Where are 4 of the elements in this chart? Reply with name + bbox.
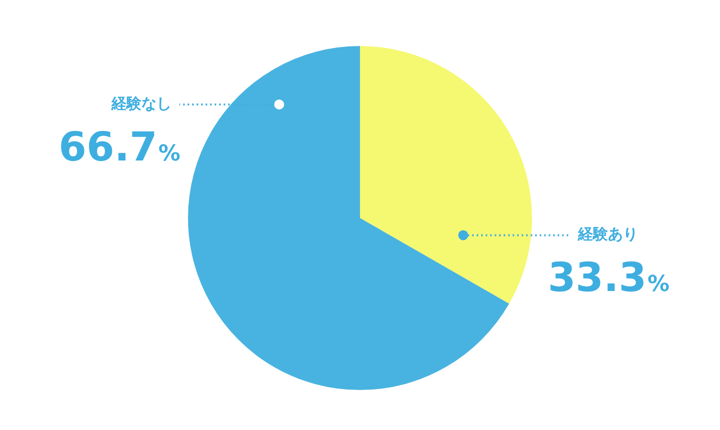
data-label: 66.7% xyxy=(58,124,180,170)
data-label: 33.3% xyxy=(548,255,670,302)
slice-label: 経験あり xyxy=(576,225,638,244)
slice-label: 経験なし xyxy=(110,94,172,112)
